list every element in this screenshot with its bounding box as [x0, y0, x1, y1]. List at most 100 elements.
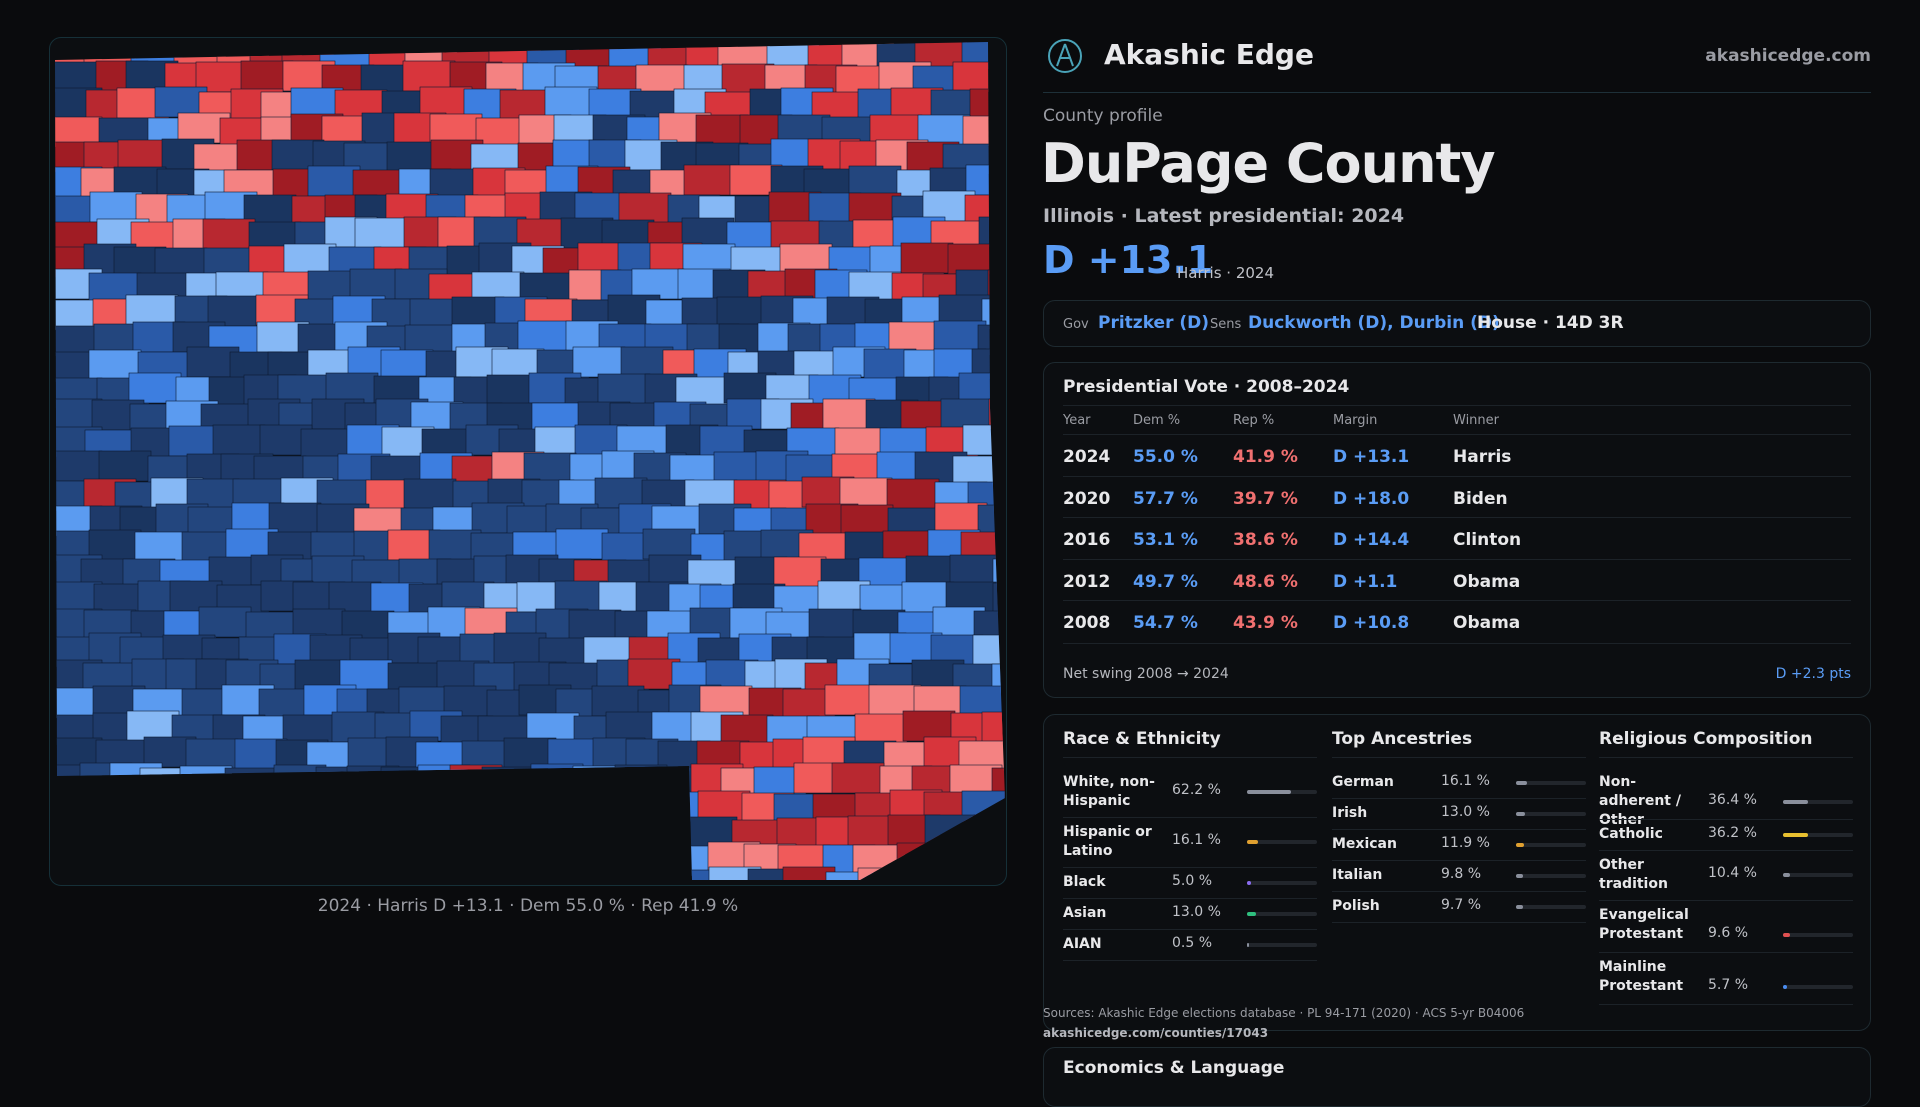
section-title: Religious Composition	[1599, 729, 1813, 749]
precinct	[424, 868, 478, 880]
brand: Akashic Edge	[1104, 38, 1314, 71]
item-value: 62.2 %	[1172, 782, 1221, 798]
precinct	[965, 164, 1005, 196]
bar	[1516, 905, 1523, 909]
bar	[1247, 943, 1249, 947]
precinct	[597, 373, 651, 405]
officials: Gov Pritzker (D) Sens Duckworth (D), Dur…	[1043, 300, 1871, 347]
precinct	[962, 115, 1005, 147]
precinct	[403, 478, 457, 510]
precinct	[527, 792, 581, 824]
precinct	[808, 608, 862, 640]
cell: 49.7 %	[1133, 571, 1198, 592]
precinct	[625, 840, 679, 872]
bar-track	[1247, 840, 1317, 844]
precinct	[375, 841, 429, 873]
precinct	[1004, 736, 1005, 768]
precinct	[205, 790, 259, 822]
precinct	[451, 789, 505, 821]
precinct	[635, 819, 689, 851]
precinct	[402, 60, 456, 92]
row-rule	[1063, 929, 1317, 930]
divider	[1043, 92, 1871, 93]
row-rule	[1063, 558, 1851, 560]
precinct	[699, 685, 753, 717]
rule	[1063, 405, 1851, 406]
cell: 53.1 %	[1133, 530, 1198, 550]
row-rule	[1599, 850, 1853, 851]
precinct	[286, 843, 340, 875]
precinct	[962, 424, 1005, 456]
bar	[1783, 985, 1787, 989]
cell: D +10.8	[1333, 613, 1410, 633]
precinct	[472, 814, 526, 846]
bar-track	[1247, 943, 1317, 947]
precinct	[202, 218, 256, 250]
precinct	[419, 86, 473, 118]
precinct	[952, 455, 1005, 487]
precinct	[490, 793, 544, 825]
precinct	[683, 164, 737, 196]
precinct	[198, 606, 252, 638]
precinct	[534, 843, 588, 875]
precinct	[969, 88, 1005, 120]
row-rule	[1063, 434, 1851, 435]
precinct	[450, 842, 504, 874]
item-value: 5.0 %	[1172, 873, 1213, 889]
precinct	[555, 528, 609, 560]
precinct	[109, 762, 163, 794]
precinct	[128, 866, 182, 880]
precinct	[958, 372, 1005, 404]
precinct	[868, 684, 922, 716]
item-label: Hispanic or Latino	[1063, 824, 1152, 859]
precinct	[977, 504, 1005, 536]
row-rule	[1063, 960, 1317, 961]
precinct	[747, 868, 801, 880]
precinct	[348, 817, 402, 849]
precinct	[659, 869, 713, 880]
precinct	[216, 816, 270, 848]
cell: 38.6 %	[1233, 530, 1298, 550]
house: House · 14D 3R	[1477, 313, 1624, 333]
precinct	[189, 868, 243, 880]
rule	[1332, 757, 1586, 758]
sens: Duckworth (D), Durbin (D)	[1248, 313, 1500, 333]
cell: 48.6 %	[1233, 571, 1298, 592]
row-rule	[1332, 798, 1586, 799]
precinct	[374, 788, 428, 820]
precinct	[380, 766, 434, 798]
col-header: Rep %	[1233, 413, 1275, 428]
item-label: German	[1332, 774, 1394, 790]
precinct	[55, 819, 103, 851]
precinct	[89, 191, 143, 223]
precinct	[614, 764, 668, 796]
site-link[interactable]: akashicedge.com	[1705, 46, 1871, 66]
precinct	[782, 866, 836, 880]
source-url[interactable]: akashicedge.com/counties/17043	[1043, 1026, 1269, 1040]
county-title: DuPage County	[1041, 132, 1496, 195]
row-rule	[1332, 829, 1586, 830]
gov-label: Gov	[1063, 317, 1089, 332]
precinct	[991, 767, 1005, 799]
section-title: Top Ancestries	[1332, 729, 1473, 749]
row-rule	[1332, 891, 1586, 892]
bar-track	[1783, 985, 1853, 989]
precinct	[548, 815, 602, 847]
item-label: Black	[1063, 874, 1106, 890]
precinct	[126, 710, 180, 742]
precinct	[1004, 373, 1005, 405]
precinct	[354, 217, 408, 249]
row-rule	[1063, 867, 1317, 868]
precinct	[934, 840, 988, 872]
precinct	[420, 843, 474, 875]
row-rule	[1063, 475, 1851, 477]
precinct	[493, 632, 547, 664]
precinct	[155, 842, 209, 874]
precinct	[297, 867, 351, 880]
cell: 2008	[1063, 613, 1111, 633]
cell: 55.0 %	[1133, 447, 1198, 467]
bar	[1247, 881, 1251, 885]
precinct	[992, 582, 1005, 614]
precinct	[498, 842, 552, 874]
subtitle: Illinois · Latest presidential: 2024	[1043, 205, 1405, 227]
